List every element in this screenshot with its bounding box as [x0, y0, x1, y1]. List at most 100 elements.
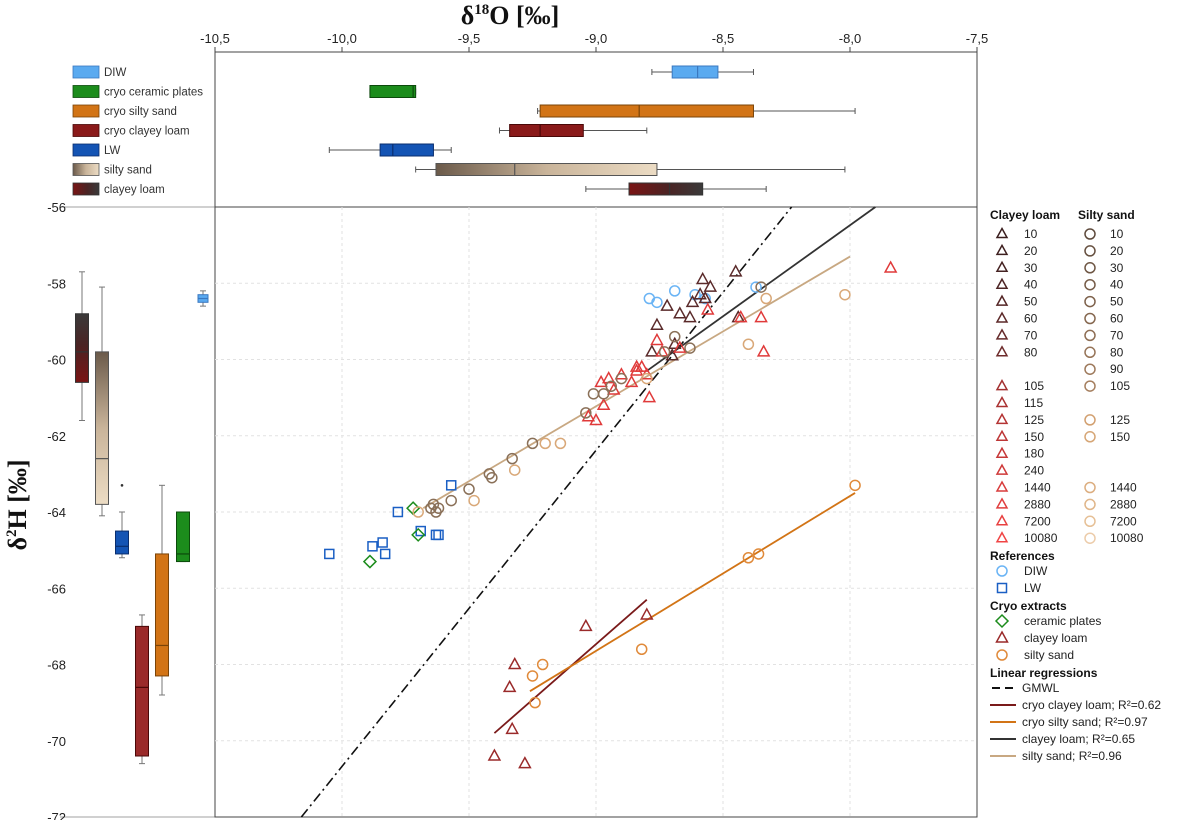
x-box-iqr — [369, 85, 417, 98]
x-tick-label: -9,5 — [458, 31, 480, 46]
data-point — [635, 643, 648, 655]
data-point — [581, 409, 596, 422]
legend-label: 30 — [1110, 261, 1124, 275]
legend-marker — [1084, 532, 1096, 544]
x-tick-label: -8,0 — [839, 31, 861, 46]
data-point — [324, 548, 335, 560]
y-tick-label: -64 — [47, 505, 66, 520]
x-box-legend-swatch — [72, 104, 100, 118]
y-title-sup: 2 — [4, 530, 20, 538]
data-point — [367, 541, 378, 552]
legend-label: cryo silty sand; R²=0.97 — [1022, 715, 1148, 729]
y-tick-label: -68 — [47, 658, 66, 673]
data-point — [668, 330, 681, 343]
y-title-base: δ — [3, 537, 32, 551]
data-point — [505, 721, 519, 735]
data-point — [463, 483, 475, 495]
data-point — [754, 310, 768, 323]
legend-label: 125 — [1024, 413, 1044, 427]
data-point — [756, 344, 771, 357]
data-point — [536, 658, 549, 671]
legend-label: 60 — [1110, 312, 1124, 326]
data-point — [432, 502, 445, 514]
legend-marker — [996, 582, 1008, 594]
data-point — [518, 756, 532, 769]
legend-section-header: Cryo extracts — [990, 599, 1067, 613]
legend-label: 10080 — [1024, 531, 1058, 545]
y-tick-label: -70 — [47, 734, 66, 749]
x-box-legend-label: clayey loam — [104, 184, 165, 196]
legend-label: silty sand — [1024, 648, 1074, 662]
legend-label: 40 — [1024, 278, 1038, 292]
data-point — [362, 554, 378, 569]
data-point — [526, 437, 539, 450]
legend-label: 105 — [1024, 379, 1044, 393]
data-point — [685, 294, 700, 308]
legend-section-header: Linear regressions — [990, 666, 1098, 680]
x-axis-title: δ18O [‰] — [461, 1, 560, 30]
data-point — [642, 390, 657, 403]
data-point — [883, 260, 898, 273]
y-title-rest: H [‰] — [3, 459, 32, 529]
y-box-iqr — [176, 511, 190, 563]
legend-marker — [1084, 481, 1096, 494]
data-point — [703, 279, 718, 292]
x-boxplots: DIW cryo ceramic plates cryo silty sand cry… — [72, 65, 856, 196]
legend-header: Silty sand — [1078, 208, 1135, 222]
legend-marker — [1084, 346, 1096, 359]
legend-marker — [994, 613, 1010, 629]
regression-line — [529, 492, 856, 692]
data-point — [700, 302, 715, 315]
legend-label: clayey loam; R²=0.65 — [1022, 732, 1135, 746]
legend-marker — [1084, 278, 1096, 291]
x-box-legend-swatch — [72, 85, 100, 98]
data-point — [377, 537, 388, 548]
data-point — [651, 296, 663, 309]
x-box-legend-label: silty sand — [104, 165, 152, 177]
legend-label: ceramic plates — [1024, 614, 1101, 628]
legend-marker — [995, 226, 1009, 239]
data-point — [529, 696, 541, 709]
legend-label: DIW — [1024, 564, 1048, 578]
x-box-iqr — [379, 143, 434, 157]
legend-marker — [1084, 363, 1096, 375]
legend-label: 7200 — [1024, 514, 1051, 528]
data-point — [379, 548, 391, 560]
legend-marker — [995, 446, 1009, 458]
data-point — [445, 480, 457, 491]
legend-label: 1440 — [1110, 481, 1137, 495]
legend-marker — [996, 649, 1008, 661]
data-point — [502, 679, 517, 693]
gridlines — [215, 207, 977, 817]
data-point — [839, 288, 851, 301]
legend-marker — [1084, 245, 1096, 257]
data-point — [624, 374, 639, 388]
data-point — [650, 332, 664, 346]
x-box-legend-swatch — [72, 65, 100, 79]
legend-marker — [996, 565, 1008, 577]
data-point — [445, 494, 457, 507]
x-box-legend-swatch — [72, 163, 100, 176]
data-point — [728, 264, 743, 277]
x-box-iqr — [671, 65, 719, 79]
data-point — [660, 298, 674, 311]
y-tick-label: -58 — [47, 276, 66, 291]
data-point — [468, 494, 480, 507]
data-point — [506, 452, 518, 465]
y-tick-label: -62 — [47, 429, 66, 444]
top-panel-frame — [214, 51, 978, 208]
legend-marker — [1084, 262, 1096, 274]
legend-header: Clayey loam — [990, 208, 1060, 222]
data-point — [693, 287, 707, 300]
x-box-iqr — [628, 182, 704, 196]
y-tick-label: -56 — [47, 200, 66, 215]
x-tick-label: -9,0 — [585, 31, 607, 46]
legend-label: 10080 — [1110, 531, 1144, 545]
data-point — [742, 552, 755, 564]
legend-label: 30 — [1024, 261, 1038, 275]
y-box-iqr — [95, 351, 109, 505]
legend-label: 150 — [1110, 430, 1130, 444]
y-box-outlier — [120, 484, 124, 487]
x-title-base: δ — [461, 1, 475, 30]
x-box-iqr — [539, 104, 754, 118]
